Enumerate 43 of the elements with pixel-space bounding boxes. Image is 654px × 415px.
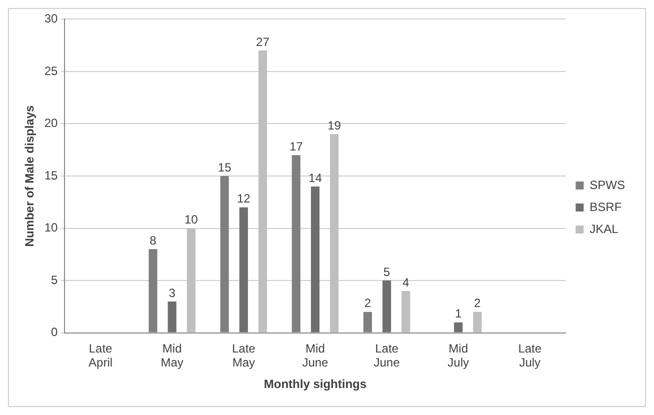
data-label: 2 (474, 296, 482, 310)
x-tick-label: Late July (518, 341, 542, 370)
data-label: 4 (402, 275, 410, 290)
x-tick-label: Mid May (160, 341, 184, 370)
x-tick-label: Mid June (302, 341, 329, 370)
data-label: 3 (168, 286, 176, 300)
legend-label: BSRF (590, 200, 622, 214)
data-label: 2 (364, 296, 372, 310)
data-label: 5 (383, 264, 390, 279)
data-label: 27 (256, 34, 270, 49)
bar (473, 312, 482, 332)
bar (310, 186, 320, 332)
data-label: 10 (184, 212, 198, 227)
bar (168, 301, 176, 332)
data-label: 12 (236, 192, 251, 206)
x-tick-label: Late June (374, 341, 400, 370)
data-label: 19 (328, 118, 342, 132)
y-tick-label: 10 (44, 220, 58, 235)
x-tick-label: Late April (88, 341, 113, 370)
legend-label: JKAL (590, 222, 619, 236)
bar (239, 207, 248, 332)
bar (186, 228, 196, 332)
data-label: 15 (218, 160, 232, 174)
bar (330, 134, 339, 332)
y-tick-label: 15 (44, 168, 58, 182)
bar (402, 290, 410, 332)
data-label: 8 (150, 233, 157, 248)
y-tick-label: 20 (44, 116, 58, 130)
y-tick-label: 25 (44, 64, 58, 78)
bar (382, 280, 392, 332)
y-tick-label: 0 (51, 325, 58, 340)
y-tick-label: 5 (51, 272, 58, 287)
data-label: 14 (308, 170, 322, 185)
bar (454, 322, 463, 332)
data-label: 17 (289, 139, 304, 154)
legend-label: SPWS (590, 178, 626, 192)
x-tick-label: Mid July (448, 341, 469, 370)
y-tick-label: 30 (44, 12, 58, 26)
bar (258, 50, 268, 332)
data-label: 1 (454, 306, 462, 321)
x-axis-title: Monthly sightings (264, 377, 367, 392)
x-tick-label: Late May (232, 341, 256, 370)
y-axis-title: Number of Male displays (22, 104, 37, 247)
